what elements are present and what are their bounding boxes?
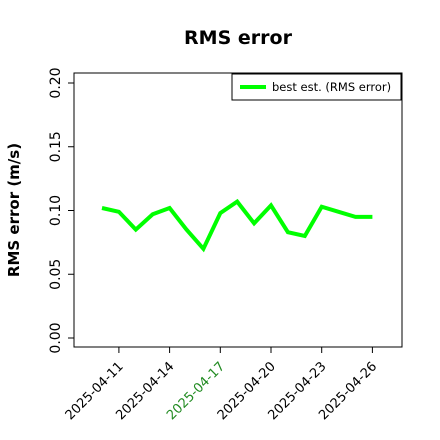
y-tick-label: 0.15 [48,131,64,162]
series-line [101,198,373,253]
y-tick-label: 0.10 [48,195,64,226]
y-axis-label: RMS error (m/s) [5,143,23,277]
chart-title: RMS error [184,27,293,49]
x-axis: 2025-04-112025-04-142025-04-172025-04-20… [63,347,380,423]
plot-frame [73,72,403,348]
y-tick-label: 0.00 [48,322,64,353]
legend-label: best est. (RMS error) [272,80,391,94]
series-layer [101,198,373,253]
legend: best est. (RMS error) [231,73,402,101]
y-axis: 0.00 0.05 0.10 0.15 0.20 [48,67,74,354]
y-tick-label: 0.05 [48,259,64,290]
y-tick-label: 0.20 [48,67,64,98]
